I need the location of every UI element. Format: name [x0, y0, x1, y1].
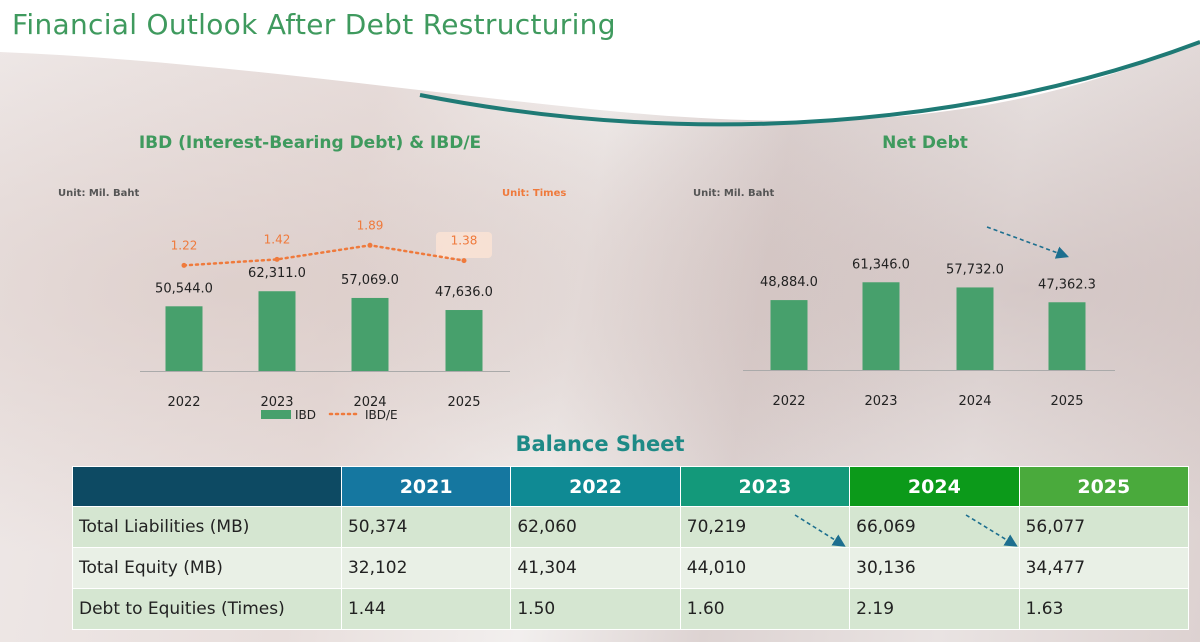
column-header: 2023 [679, 466, 851, 507]
data-label: 62,311.0 [248, 266, 306, 281]
x-tick-label: 2023 [864, 394, 897, 409]
table-cell: 32,102 [340, 547, 512, 589]
row-label: Total Equity (MB) [72, 547, 342, 589]
data-label: 61,346.0 [852, 257, 910, 272]
x-tick-label: 2024 [958, 394, 991, 409]
column-header: 2025 [1018, 466, 1190, 507]
bar [1048, 302, 1086, 370]
trend-arrow [986, 226, 1070, 259]
line-point [181, 262, 187, 268]
table-cell: 1.50 [510, 588, 681, 630]
bar [862, 282, 900, 370]
bar [770, 300, 808, 370]
netdebt-chart-title: Net Debt [882, 133, 968, 153]
data-label: 47,636.0 [435, 285, 493, 300]
table-cell: 2.19 [849, 588, 1020, 630]
ibde-line [182, 244, 466, 267]
balance-sheet-table: 2021 2022 2023 2024 2025 Total Liabilities (… [72, 466, 1190, 630]
line-label: 1.89 [357, 218, 384, 232]
line-label: 1.38 [451, 234, 478, 248]
netdebt-unit-left: Unit: Mil. Baht [693, 188, 775, 199]
data-label: 57,069.0 [341, 273, 399, 288]
line-label: 1.42 [264, 232, 291, 246]
table-row: Total Equity (MB) 32,102 41,304 44,010 30,13… [72, 547, 1190, 589]
x-tick-label: 2024 [353, 395, 386, 410]
legend-label: IBD [295, 408, 316, 422]
column-header: 2021 [340, 466, 512, 507]
row-label: Total Liabilities (MB) [72, 506, 342, 548]
ibd-chart-title: IBD (Interest-Bearing Debt) & IBD/E [138, 133, 482, 153]
legend-swatch-ibd [261, 410, 291, 419]
table-cell: 1.63 [1018, 588, 1190, 630]
x-tick-label: 2023 [260, 395, 293, 410]
x-tick-label: 2025 [1050, 394, 1083, 409]
page-title: Financial Outlook After Debt Restructuri… [12, 8, 616, 41]
table-cell: 1.60 [679, 588, 851, 630]
table-row: Total Liabilities (MB) 50,374 62,060 70,219… [72, 506, 1190, 548]
column-header: 2024 [849, 466, 1020, 507]
legend-label: IBD/E [365, 408, 398, 422]
line-point [274, 256, 280, 262]
table-cell: 41,304 [510, 547, 681, 589]
line-label: 1.22 [171, 238, 198, 252]
row-label: Debt to Equities (Times) [72, 588, 342, 630]
data-label: 50,544.0 [155, 281, 213, 296]
bar [956, 287, 994, 370]
x-tick-label: 2022 [167, 395, 200, 410]
data-label: 48,884.0 [760, 275, 818, 290]
table-cell: 62,060 [510, 506, 681, 548]
line-point [367, 242, 373, 248]
table-cell: 30,136 [849, 547, 1020, 589]
bar [258, 291, 296, 371]
column-header: 2022 [510, 466, 681, 507]
balance-sheet-title: Balance Sheet [515, 432, 685, 456]
table-cell: 44,010 [679, 547, 851, 589]
table-row: Debt to Equities (Times) 1.44 1.50 1.60 2.19… [72, 588, 1190, 630]
table-cell: 50,374 [340, 506, 512, 548]
bar [351, 297, 389, 371]
line-point [461, 258, 467, 264]
ibd-unit-left: Unit: Mil. Baht [58, 188, 140, 199]
table-cell: 56,077 [1018, 506, 1190, 548]
data-label: 57,732.0 [946, 262, 1004, 277]
x-tick-label: 2022 [772, 394, 805, 409]
x-tick-label: 2025 [447, 395, 480, 410]
table-cell: 70,219 [679, 506, 851, 548]
table-cell: 66,069 [849, 506, 1020, 548]
ibd-unit-right: Unit: Times [502, 188, 567, 199]
table-cell: 34,477 [1018, 547, 1190, 589]
bar [445, 310, 483, 371]
data-label: 47,362.3 [1038, 277, 1096, 292]
bar [165, 306, 203, 371]
column-header [72, 466, 342, 507]
highlight-box [436, 232, 492, 258]
table-cell: 1.44 [340, 588, 512, 630]
